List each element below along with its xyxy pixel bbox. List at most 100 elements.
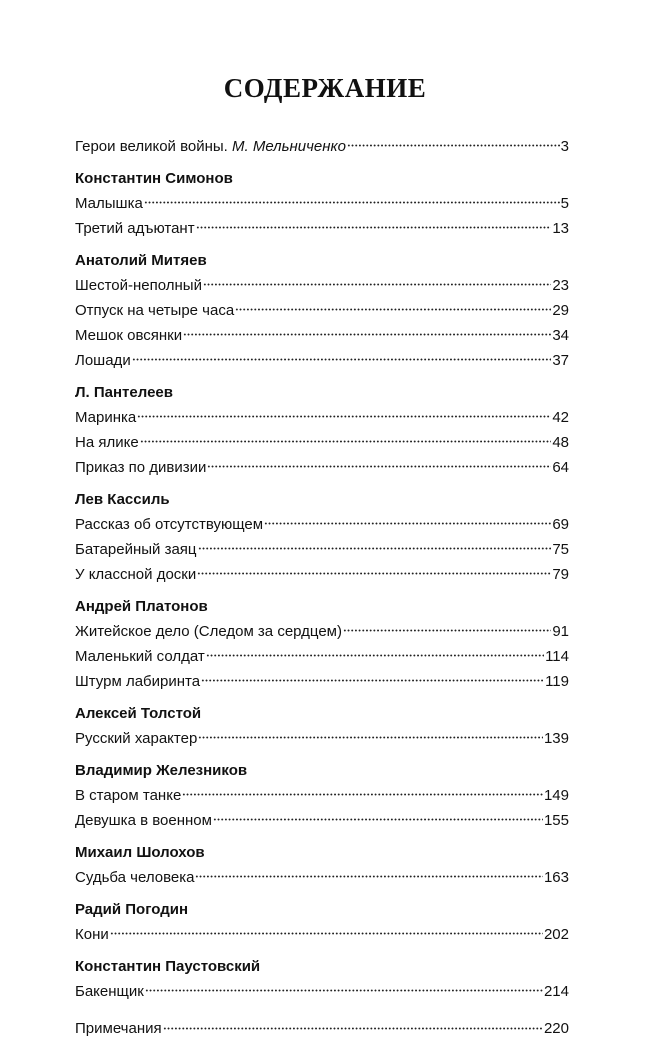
dot-leader bbox=[195, 862, 543, 882]
page-number: 220 bbox=[543, 1020, 569, 1037]
toc-entry[interactable]: Маринка 42 bbox=[75, 402, 569, 427]
entry-title: Бакенщик bbox=[75, 982, 144, 1002]
entry-title-text: Примечания bbox=[75, 1020, 162, 1037]
dot-leader bbox=[109, 919, 543, 939]
dot-leader bbox=[202, 270, 552, 290]
entry-title-text: Маленький солдат bbox=[75, 647, 205, 665]
toc-entry[interactable]: Шестой-неполный 23 bbox=[75, 270, 569, 295]
page-title: СОДЕРЖАНИЕ bbox=[223, 73, 427, 103]
page-number: 64 bbox=[552, 458, 569, 476]
toc-entry[interactable]: Судьба человека 163 bbox=[75, 862, 569, 887]
author-name: Константин Симонов bbox=[75, 169, 233, 187]
toc-entry[interactable]: Отпуск на четыре часа 29 bbox=[75, 295, 569, 320]
entry-title-text: Малышка bbox=[75, 194, 143, 212]
toc-entry[interactable]: Мешок овсянки 34 bbox=[75, 320, 569, 345]
entry-title: Русский характер bbox=[75, 729, 197, 749]
entry-title: Мешок овсянки bbox=[75, 326, 182, 346]
entry-title: Третий адъютант bbox=[75, 219, 195, 239]
entry-title: Примечания bbox=[75, 1019, 162, 1039]
table-of-contents: Герои великой войны. М. Мельниченко 3 Конс… bbox=[75, 131, 569, 1039]
dot-leader bbox=[207, 452, 552, 472]
page-number: 5 bbox=[560, 194, 569, 212]
toc-entry[interactable]: Герои великой войны. М. Мельниченко 3 bbox=[75, 131, 569, 156]
entry-title-text: Судьба человека bbox=[75, 868, 195, 886]
entry-title: Лошади bbox=[75, 351, 131, 371]
page-number: 75 bbox=[552, 540, 569, 558]
page-number: 37 bbox=[552, 351, 569, 369]
entry-title-text: Герои великой войны. bbox=[75, 137, 233, 155]
toc-entry[interactable]: Третий адъютант 13 bbox=[75, 213, 569, 238]
page-number: 42 bbox=[552, 408, 569, 426]
entry-title-text: Мешок овсянки bbox=[75, 326, 183, 344]
entry-title-text: Рассказ об отсутствующем bbox=[75, 515, 264, 533]
entry-title-text: Русский характер bbox=[75, 729, 198, 747]
page-number: 214 bbox=[543, 982, 569, 1000]
entry-title: Рассказ об отсутствующем bbox=[75, 515, 263, 535]
page-number: 3 bbox=[560, 137, 569, 155]
entry-title: Герои великой войны. М. Мельниченко bbox=[75, 137, 346, 157]
author-name: Алексей Толстой bbox=[75, 704, 202, 722]
author-name: Анатолий Митяев bbox=[75, 251, 207, 269]
toc-section: Герои великой войны. М. Мельниченко 3 bbox=[75, 131, 569, 156]
dot-leader bbox=[131, 345, 552, 365]
page-number: 155 bbox=[543, 811, 569, 829]
dot-leader bbox=[195, 213, 552, 233]
toc-entry[interactable]: Малышка 5 bbox=[75, 188, 569, 213]
dot-leader bbox=[201, 666, 545, 686]
page-number: 34 bbox=[552, 326, 569, 344]
dot-leader bbox=[137, 402, 552, 422]
entry-title-text: Бакенщик bbox=[75, 982, 144, 1000]
entry-title: Батарейный заяц bbox=[75, 540, 197, 560]
entry-title-text: Батарейный заяц bbox=[75, 540, 197, 558]
page-number: 91 bbox=[552, 622, 569, 640]
toc-entry[interactable]: Батарейный заяц 75 bbox=[75, 534, 569, 559]
toc-entry[interactable]: Кони 202 bbox=[75, 919, 569, 944]
dot-leader bbox=[198, 723, 543, 743]
author-name: Константин Паустовский bbox=[75, 957, 261, 975]
toc-section: Примечания 220 bbox=[75, 1013, 569, 1039]
dot-leader bbox=[139, 427, 552, 447]
dot-leader bbox=[212, 805, 543, 825]
toc-entry[interactable]: У классной доски 79 bbox=[75, 559, 569, 584]
author-name: Владимир Железников bbox=[75, 761, 248, 779]
entry-title-text: Лошади bbox=[75, 351, 131, 369]
author-name: Михаил Шолохов bbox=[75, 843, 205, 861]
page-number: 48 bbox=[552, 433, 569, 451]
toc-entry[interactable]: Бакенщик 214 bbox=[75, 976, 569, 1001]
entry-title: Маринка bbox=[75, 408, 136, 428]
page-number: 119 bbox=[545, 672, 569, 690]
page-number: 23 bbox=[552, 276, 569, 294]
toc-entry[interactable]: Лошади 37 bbox=[75, 345, 569, 370]
toc-entry[interactable]: Штурм лабиринта 119 bbox=[75, 666, 569, 691]
entry-title: Судьба человека bbox=[75, 868, 194, 888]
toc-entry[interactable]: Приказ по дивизии 64 bbox=[75, 452, 569, 477]
entry-title-text: Штурм лабиринта bbox=[75, 672, 201, 690]
toc-section: Л. Пантелеев Маринка 42 На ялике 48 Приказ по… bbox=[75, 383, 569, 478]
page-number: 163 bbox=[543, 868, 569, 886]
toc-entry[interactable]: Житейское дело (Следом за сердцем) 91 bbox=[75, 616, 569, 641]
dot-leader bbox=[342, 616, 552, 636]
entry-title: У классной доски bbox=[75, 565, 196, 585]
toc-entry[interactable]: Русский характер 139 bbox=[75, 723, 569, 748]
entry-title: Отпуск на четыре часа bbox=[75, 301, 234, 321]
entry-title: Шестой-неполный bbox=[75, 276, 202, 296]
toc-entry[interactable]: В старом танке 149 bbox=[75, 780, 569, 805]
toc-section: Владимир Железников В старом танке 149 Деву… bbox=[75, 761, 569, 831]
entry-title: Маленький солдат bbox=[75, 647, 205, 667]
toc-section: Константин Паустовский Бакенщик 214 bbox=[75, 957, 569, 1002]
entry-title-text: В старом танке bbox=[75, 786, 182, 804]
dot-leader bbox=[182, 780, 543, 800]
toc-entry[interactable]: Рассказ об отсутствующем 69 bbox=[75, 509, 569, 534]
toc-entry[interactable]: Девушка в военном 155 bbox=[75, 805, 569, 830]
dot-leader bbox=[235, 295, 552, 315]
toc-section: Алексей Толстой Русский характер 139 bbox=[75, 704, 569, 749]
entry-title: Приказ по дивизии bbox=[75, 458, 206, 478]
toc-entry[interactable]: Примечания 220 bbox=[75, 1013, 569, 1039]
entry-title: Кони bbox=[75, 925, 109, 945]
page-number: 202 bbox=[543, 925, 569, 943]
toc-section: Анатолий Митяев Шестой-неполный 23 Отпуск н… bbox=[75, 251, 569, 371]
toc-entry[interactable]: На ялике 48 bbox=[75, 427, 569, 452]
toc-entry[interactable]: Маленький солдат 114 bbox=[75, 641, 569, 666]
dot-leader bbox=[197, 534, 552, 554]
toc-section: Лев Кассиль Рассказ об отсутствующем 69 Бат… bbox=[75, 490, 569, 585]
